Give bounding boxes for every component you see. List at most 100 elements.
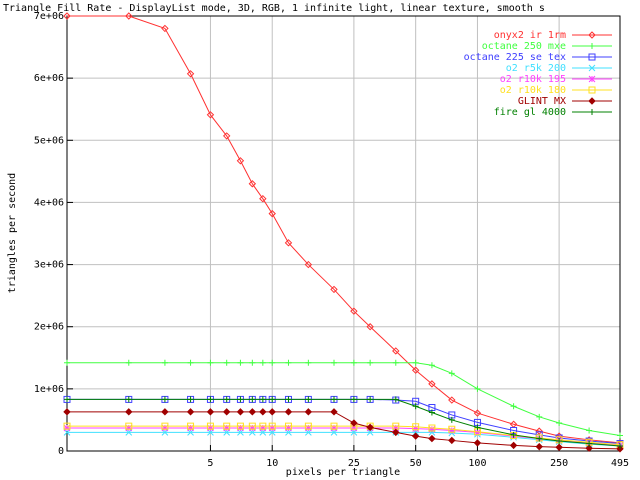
marker: [588, 75, 596, 83]
x-tick-label: 5: [207, 458, 213, 469]
chart-title: Triangle Fill Rate - DisplayList mode, 3…: [3, 3, 545, 14]
marker: [268, 209, 276, 218]
y-tick-label: 7e+06: [34, 11, 64, 22]
marker: [330, 285, 338, 294]
marker: [473, 409, 482, 417]
y-axis-label: triangles per second: [7, 173, 18, 293]
marker: [259, 396, 266, 403]
marker: [161, 424, 169, 432]
x-axis-label: pixels per triangle: [286, 467, 400, 478]
marker: [236, 422, 244, 430]
marker: [259, 408, 267, 416]
marker: [366, 423, 374, 432]
y-tick-label: 1e+06: [34, 384, 64, 395]
marker: [161, 24, 169, 33]
marker: [536, 413, 543, 420]
marker: [411, 432, 420, 440]
marker: [588, 97, 596, 105]
marker: [588, 53, 596, 61]
marker: [367, 359, 374, 366]
marker: [586, 427, 593, 434]
marker: [259, 424, 267, 432]
marker: [392, 428, 400, 437]
marker: [474, 429, 481, 436]
marker: [448, 396, 456, 404]
marker: [259, 194, 267, 203]
marker: [248, 422, 256, 430]
marker: [259, 422, 267, 430]
marker: [411, 366, 420, 374]
legend-label: o2 r5k 200: [506, 63, 566, 74]
marker: [64, 396, 70, 403]
legend-label: o2 r10k 180: [500, 85, 566, 96]
marker: [249, 396, 256, 403]
marker: [331, 359, 338, 366]
marker: [285, 359, 292, 366]
marker: [125, 424, 133, 432]
marker: [556, 420, 563, 427]
marker: [125, 408, 133, 416]
legend-label: octane 250 mxe: [482, 41, 566, 52]
marker: [509, 441, 518, 450]
marker: [535, 427, 543, 435]
marker: [428, 362, 435, 369]
marker: [161, 359, 168, 366]
marker: [556, 438, 563, 445]
marker: [304, 260, 313, 269]
marker: [268, 424, 276, 432]
y-tick-label: 4e+06: [34, 197, 64, 208]
marker: [366, 323, 374, 331]
marker: [248, 424, 256, 432]
marker: [510, 431, 517, 438]
marker: [237, 424, 244, 432]
marker: [223, 422, 231, 430]
marker: [331, 396, 338, 403]
marker: [223, 396, 230, 403]
marker: [448, 436, 456, 445]
marker: [412, 403, 419, 410]
marker: [350, 307, 358, 315]
marker: [535, 442, 543, 451]
marker: [285, 424, 292, 432]
marker: [392, 347, 400, 355]
marker: [187, 424, 194, 432]
marker: [588, 31, 596, 39]
marker: [237, 396, 244, 403]
marker: [412, 425, 420, 432]
marker: [222, 132, 231, 140]
marker: [249, 359, 256, 366]
x-tick-label: 10: [266, 458, 278, 469]
marker: [248, 408, 257, 416]
legend-label: o2 r10k 195: [500, 74, 566, 85]
marker: [617, 432, 623, 439]
marker: [161, 396, 168, 403]
marker: [187, 359, 194, 366]
marker: [268, 422, 276, 430]
marker: [350, 424, 358, 432]
marker: [392, 396, 399, 403]
marker: [304, 422, 312, 430]
marker: [448, 425, 456, 433]
marker: [161, 422, 169, 430]
marker: [125, 359, 132, 366]
marker: [412, 359, 419, 366]
marker: [586, 440, 593, 447]
marker: [428, 424, 436, 432]
marker: [330, 408, 338, 416]
marker: [330, 424, 338, 432]
legend-label: fire gl 4000: [494, 107, 566, 118]
marker: [305, 396, 312, 403]
marker: [284, 408, 293, 416]
marker: [473, 439, 482, 447]
marker: [259, 359, 266, 366]
marker: [392, 424, 400, 432]
marker: [125, 396, 132, 403]
plot-frame: [66, 15, 621, 452]
marker: [236, 157, 245, 165]
marker: [448, 370, 455, 377]
marker: [284, 422, 292, 430]
marker: [350, 419, 358, 427]
marker: [187, 396, 194, 403]
marker: [64, 359, 70, 366]
legend-label: onyx2 ir 1rm: [494, 30, 566, 41]
